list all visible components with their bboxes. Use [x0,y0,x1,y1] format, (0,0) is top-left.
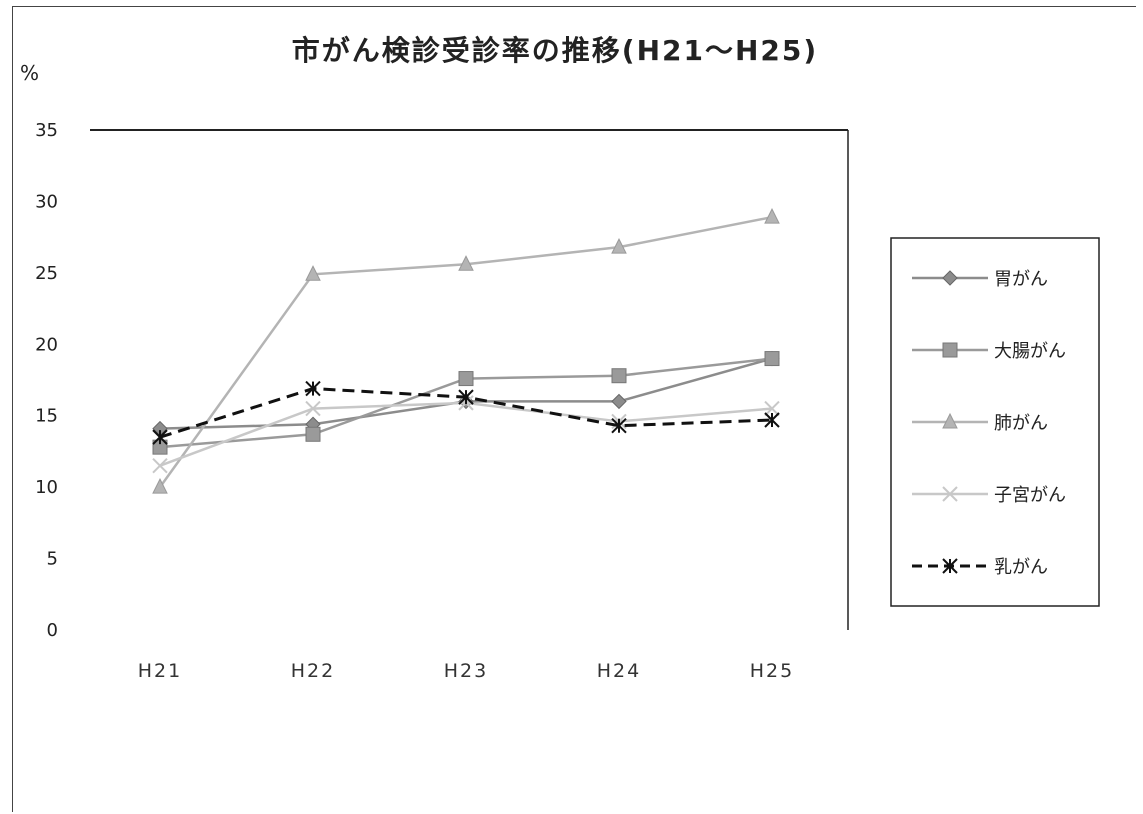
x-tick-label: H22 [291,660,335,682]
legend-label-1: 胃がん [994,269,1048,290]
y-tick-label: 20 [35,334,58,355]
y-tick-label: 15 [35,406,58,427]
data-point [458,255,474,271]
legend-marker-1 [942,270,958,286]
legend-marker-2 [942,342,958,358]
data-point [305,265,321,281]
legend-label-4: 子宮がん [994,485,1066,506]
data-point [764,208,780,224]
data-point [305,380,321,397]
x-tick-label: H23 [444,660,488,682]
x-tick-label: H24 [597,660,641,682]
x-tick-label: H25 [750,660,794,682]
data-point [152,478,168,494]
data-point [458,371,474,387]
y-tick-label: 35 [35,120,58,141]
chart-frame [12,6,1136,812]
y-tick-label: 25 [35,263,58,284]
x-tick-label: H21 [138,660,182,682]
data-point [152,458,168,474]
data-point [764,400,780,417]
legend-label-2: 大腸がん [994,341,1066,362]
data-point [611,238,627,254]
y-axis-unit: % [20,61,39,85]
y-tick-label: 10 [35,477,58,498]
legend-marker-4 [942,486,958,502]
legend-label-3: 肺がん [994,413,1048,434]
data-point [611,418,627,434]
chart-title: 市がん検診受診率の推移(H21～H25) [292,34,818,67]
data-point [611,393,627,410]
y-tick-label: 5 [47,549,58,570]
series-line-4 [159,401,773,467]
y-tick-label: 30 [35,191,58,212]
data-point [305,426,321,442]
data-point [764,412,780,428]
legend-label-5: 乳がん [994,557,1048,578]
legend-marker-5 [942,558,958,574]
data-point [152,429,168,445]
data-point [305,400,321,417]
data-point [611,368,627,384]
plot-area: 0 5 10 15 20 25 30 35 H21 H22 H23 H24 H25 [35,120,849,682]
data-point [764,351,780,367]
legend-marker-3 [942,412,958,429]
y-tick-label: 0 [47,620,58,641]
data-point [458,389,474,405]
